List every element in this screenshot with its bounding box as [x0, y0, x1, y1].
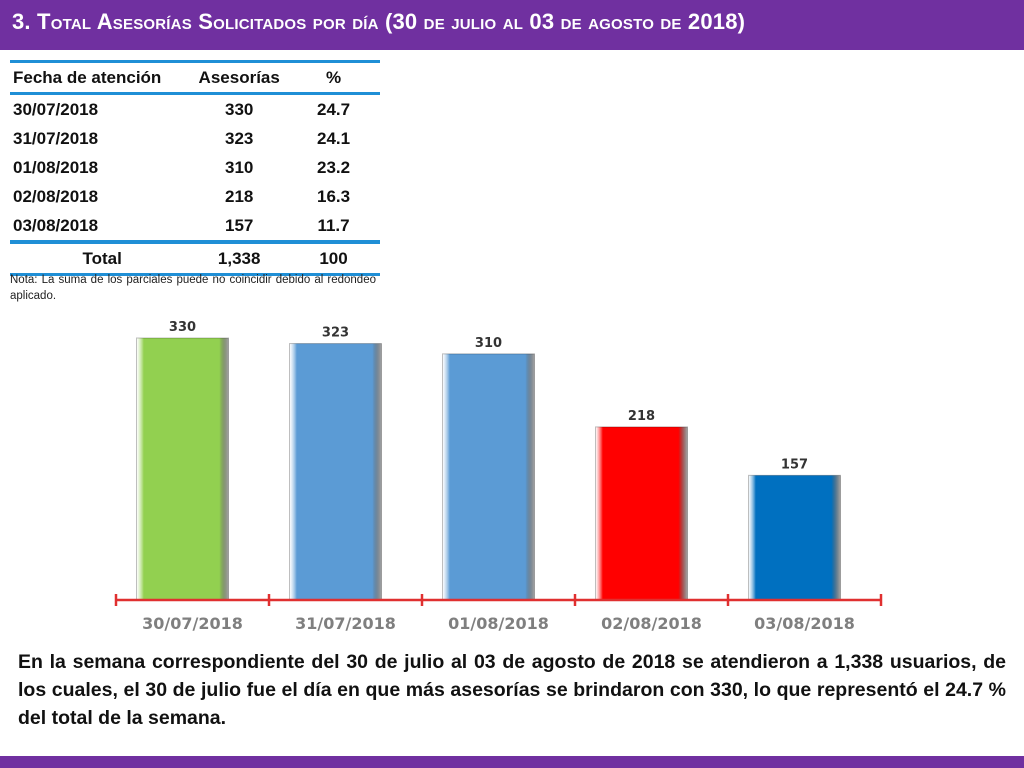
header-percent: %	[325, 67, 342, 87]
cell-percent: 23.2	[316, 157, 351, 177]
data-label: 157	[781, 457, 808, 472]
table-row: 02/08/2018 218 16.3	[10, 182, 380, 211]
data-label: 310	[475, 336, 502, 351]
data-label: 218	[628, 409, 655, 424]
bar-chart: 330 30/07/2018 323 31/07/2018 310 01/08/2018 2…	[114, 320, 883, 633]
cell-count: 323	[225, 128, 254, 148]
bar-03/08/2018	[748, 474, 841, 601]
table-row: 03/08/2018 157 11.7	[10, 211, 380, 242]
cell-percent: 11.7	[317, 215, 350, 235]
page-title: 3. Total Asesorías Solicitados por día (…	[12, 9, 746, 34]
bar-30/07/2018	[136, 337, 229, 601]
cell-percent: 16.3	[316, 186, 351, 206]
cell-count: 218	[225, 186, 254, 206]
summary-paragraph: En la semana correspondiente del 30 de j…	[18, 651, 1006, 729]
total-label: Total	[82, 248, 122, 268]
cell-date: 03/08/2018	[13, 215, 99, 235]
table-row: 01/08/2018 310 23.2	[10, 153, 380, 182]
table-row: 30/07/2018 330 24.7	[10, 94, 380, 125]
x-tick-label: 01/08/2018	[448, 614, 549, 633]
header-fecha: Fecha de atención	[13, 67, 162, 87]
x-tick-label: 02/08/2018	[601, 614, 702, 633]
rounding-note: Nota: La suma de los parciales puede no …	[10, 274, 376, 302]
cell-date: 01/08/2018	[13, 157, 99, 177]
table-row: 31/07/2018 323 24.1	[10, 124, 380, 153]
cell-date: 30/07/2018	[13, 99, 99, 119]
total-count: 1,338	[217, 248, 261, 268]
bar-01/08/2018	[442, 353, 535, 601]
cell-percent: 24.1	[316, 128, 351, 148]
title-bar: 3. Total Asesorías Solicitados por día (…	[0, 0, 1024, 50]
cell-count: 157	[225, 215, 254, 235]
cell-count: 330	[225, 99, 254, 119]
header-asesorias: Asesorías	[198, 67, 280, 87]
data-label: 330	[169, 320, 196, 335]
summary-table: Fecha de atención Asesorías % 30/07/2018…	[10, 60, 380, 276]
x-tick-label: 03/08/2018	[754, 614, 855, 633]
cell-date: 31/07/2018	[13, 128, 99, 148]
bottom-bar	[0, 756, 1024, 768]
cell-date: 02/08/2018	[13, 186, 99, 206]
data-label: 323	[322, 326, 349, 341]
table-header-row: Fecha de atención Asesorías %	[10, 61, 380, 94]
bar-02/08/2018	[595, 426, 688, 601]
x-tick-label: 30/07/2018	[142, 614, 243, 633]
bar-31/07/2018	[289, 343, 382, 601]
table-total-row: Total 1,338 100	[10, 242, 380, 275]
cell-count: 310	[225, 157, 254, 177]
cell-percent: 24.7	[316, 99, 351, 119]
total-percent: 100	[319, 248, 348, 268]
x-tick-label: 31/07/2018	[295, 614, 396, 633]
